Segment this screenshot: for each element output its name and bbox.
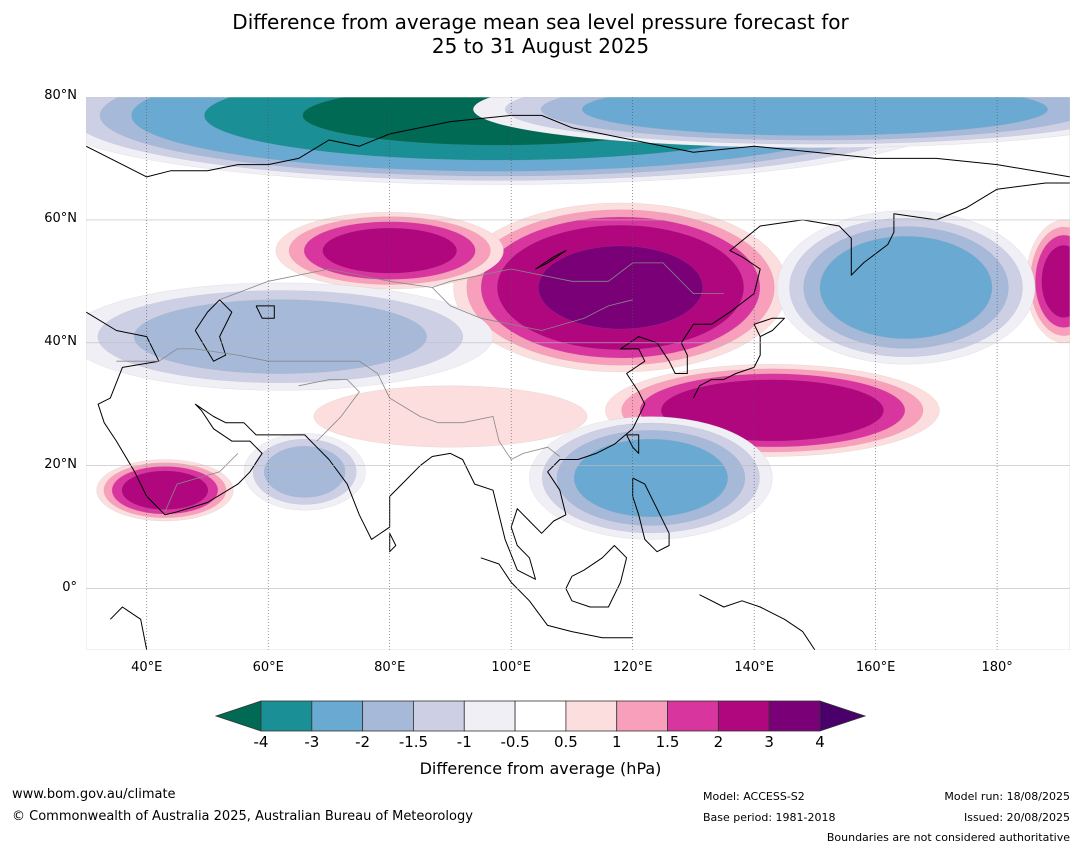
coastline — [109, 606, 148, 650]
colorbar-tick-label: -0.5 — [500, 733, 530, 751]
colorbar-segment — [667, 700, 719, 732]
coastline — [480, 557, 633, 639]
lat-label: 40°N — [44, 333, 77, 349]
contour-level — [133, 299, 427, 374]
contour-level — [313, 385, 588, 448]
colorbar-label: Difference from average (hPa) — [419, 759, 662, 778]
lon-label: 100°E — [491, 660, 531, 675]
footer-url[interactable]: www.bom.gov.au/climate — [12, 787, 176, 802]
colorbar-tick-label: 4 — [815, 733, 825, 751]
country-border — [116, 348, 561, 461]
contour-level — [573, 438, 728, 517]
coastline — [389, 533, 397, 553]
country-border — [164, 453, 239, 512]
colorbar-tick-label: -4 — [253, 733, 269, 751]
lon-label: 120°E — [612, 660, 653, 675]
colorbar-tick-label: 3 — [764, 733, 774, 751]
colorbar-tick-label: 1 — [611, 733, 622, 751]
colorbar-segment — [565, 700, 618, 732]
lon-label: 60°E — [252, 660, 284, 675]
map-title-line1: Difference from average mean sea level p… — [232, 10, 849, 34]
coastline — [255, 305, 275, 319]
anomaly-central-asia-low — [86, 282, 494, 391]
footer-boundaries: Boundaries are not considered authoritat… — [826, 831, 1070, 844]
colorbar-tick-label: 0.5 — [553, 733, 578, 751]
contour-level — [819, 236, 993, 339]
lat-label: 60°N — [44, 210, 77, 226]
footer-model: Model: ACCESS-S2 — [703, 790, 805, 803]
coastline — [535, 250, 567, 270]
lat-label: 80°N — [44, 88, 77, 103]
coastline — [86, 114, 1070, 178]
colorbar-segment — [463, 700, 516, 732]
contour-level — [121, 470, 209, 510]
coastline — [699, 594, 816, 650]
coastline — [626, 434, 640, 454]
colorbar-segment — [413, 700, 465, 732]
colorbar-segment — [362, 700, 414, 732]
contour-level — [1041, 244, 1070, 318]
colorbar-tick-label: -3 — [304, 733, 320, 751]
pressure-anomaly-map — [86, 97, 1070, 650]
anomaly-arabian-sea-low — [243, 433, 366, 511]
colorbar-tick-label: -1.5 — [398, 733, 429, 751]
colorbar-tick-label: 1.5 — [655, 733, 680, 751]
coastline — [692, 317, 785, 399]
contour-level — [660, 379, 884, 442]
lon-label: 80°E — [374, 660, 406, 675]
footer-base-period: Base period: 1981-2018 — [703, 811, 836, 824]
footer-issued: Issued: 20/08/2025 — [963, 811, 1070, 824]
coastlines — [86, 114, 1070, 650]
graticule — [86, 97, 1070, 650]
colorbar-segment — [311, 700, 364, 732]
colorbar-tick-label: 2 — [713, 733, 724, 751]
anomaly-arabia-high — [96, 459, 234, 522]
colorbar-segment — [768, 700, 821, 732]
lon-label: 180° — [981, 660, 1013, 675]
coastline — [194, 299, 233, 362]
colorbar-segment — [616, 700, 668, 732]
lon-label: 160°E — [855, 660, 896, 675]
map-title-line2: 25 to 31 August 2025 — [431, 34, 650, 58]
coastline — [86, 182, 1070, 580]
anomaly-scs-low — [529, 416, 773, 540]
colorbar-tick-label: -2 — [355, 733, 371, 751]
colorbar-over-arrow — [819, 700, 867, 732]
anomaly-okhotsk-low — [776, 210, 1036, 365]
footer-copyright: © Commonwealth of Australia 2025, Austra… — [12, 809, 473, 824]
country-border — [431, 287, 633, 331]
lat-label: 20°N — [44, 456, 77, 472]
anomaly-india-high — [313, 385, 588, 448]
anomaly-bering-high — [1025, 219, 1070, 343]
colorbar-segment — [514, 700, 567, 732]
country-border — [298, 379, 360, 442]
anomaly-mongolia-high — [453, 202, 788, 373]
footer-model-run: Model run: 18/08/2025 — [944, 790, 1070, 803]
anomaly-field — [86, 97, 1070, 540]
contour-level — [264, 446, 346, 498]
coastline — [632, 477, 670, 553]
contour-level — [538, 245, 703, 330]
anomaly-arctic-low-east — [473, 97, 1070, 148]
coastline — [565, 545, 628, 608]
colorbar-tick-label: -1 — [456, 733, 472, 751]
lon-label: 140°E — [734, 660, 774, 675]
colorbar-segment — [717, 700, 770, 732]
colorbar-segment — [260, 700, 313, 732]
lon-label: 40°E — [131, 660, 163, 675]
lat-label: 0° — [62, 579, 77, 595]
colorbar-under-arrow — [214, 700, 262, 732]
